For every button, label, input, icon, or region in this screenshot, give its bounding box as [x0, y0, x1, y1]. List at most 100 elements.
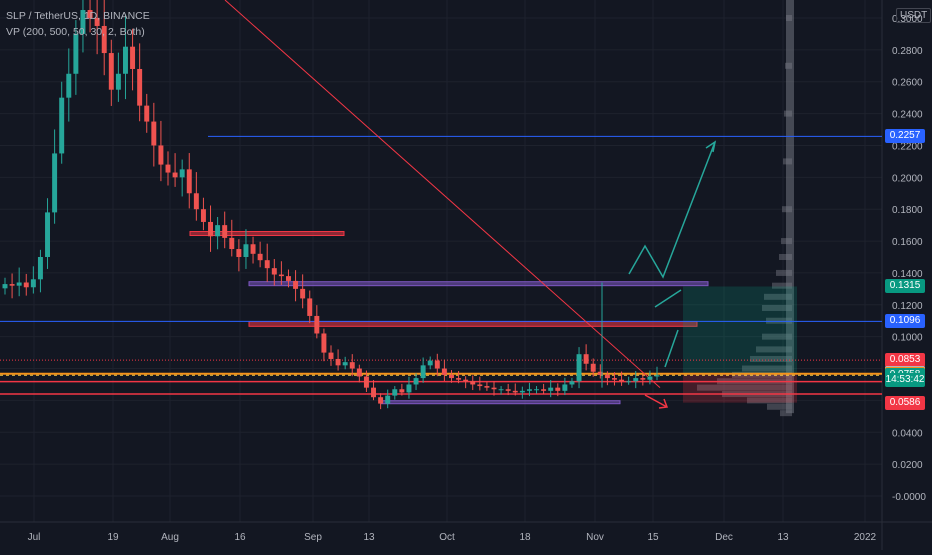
candle-body — [604, 374, 610, 379]
candle-body — [619, 379, 625, 382]
volume-profile-bar — [762, 304, 792, 311]
candle-body — [363, 376, 369, 388]
symbol-title: SLP / TetherUS, 1D, BINANCE — [6, 10, 150, 22]
candle-body — [250, 244, 256, 254]
candle-body — [101, 25, 107, 54]
x-tick-label: 16 — [234, 532, 246, 543]
y-tick-label: 0.1600 — [892, 237, 923, 248]
x-tick-label: 18 — [519, 532, 531, 543]
candle-body — [526, 389, 532, 391]
candle-body — [200, 209, 206, 222]
x-tick-label: 2022 — [854, 532, 877, 543]
candle-body — [597, 371, 603, 375]
candle-body — [179, 169, 185, 178]
candle-body — [654, 375, 660, 377]
y-tick-label: 0.1400 — [892, 269, 923, 280]
candle-body — [87, 10, 93, 18]
projection-arrow-up-minor[interactable] — [664, 329, 679, 368]
support-resistance-zone[interactable] — [380, 400, 621, 405]
x-tick-label: 13 — [363, 532, 375, 543]
x-tick-label: Dec — [715, 532, 733, 543]
y-tick-label: -0.0000 — [892, 492, 926, 503]
candle-body — [23, 282, 29, 288]
candle-body — [505, 389, 511, 391]
candle-body — [278, 274, 284, 277]
candle-body — [555, 387, 561, 391]
candle-body — [406, 384, 412, 393]
candle-body — [137, 68, 143, 106]
candle-body — [562, 384, 568, 391]
support-resistance-zone[interactable] — [248, 281, 709, 287]
candle-body — [477, 384, 483, 387]
chart-legend: SLP / TetherUS, 1D, BINANCE VP (200, 500… — [6, 8, 150, 40]
candle-body — [576, 354, 582, 382]
projection-arrow-up-major[interactable] — [628, 141, 716, 279]
candle-body — [434, 360, 440, 369]
y-tick-label: 0.3000 — [892, 14, 923, 25]
candle-body — [371, 387, 377, 398]
candle-body — [2, 284, 8, 289]
candle-body — [378, 397, 384, 404]
price-badge: 0.1315 — [885, 279, 925, 294]
candle-body — [37, 257, 43, 280]
x-tick-label: 15 — [647, 532, 659, 543]
candle-body — [215, 225, 221, 237]
trendline[interactable] — [224, 0, 661, 389]
volume-profile-bar — [697, 384, 792, 391]
long-position-target-zone[interactable] — [683, 286, 797, 374]
candle-body — [144, 105, 150, 122]
candle-body — [257, 253, 263, 261]
volume-profile-bar — [766, 317, 792, 324]
volume-profile-poc-column — [786, 0, 794, 414]
x-tick-label: Aug — [161, 532, 179, 543]
volume-profile-bar — [779, 254, 792, 260]
candle-body — [158, 145, 164, 165]
candle-body — [229, 237, 235, 250]
indicator-label: VP (200, 500, 50, 30, 2, Both) — [6, 26, 145, 38]
candle-body — [448, 374, 454, 379]
support-resistance-zone[interactable] — [189, 231, 345, 236]
projection-arrow-down[interactable] — [644, 394, 668, 408]
candle-body — [172, 172, 178, 178]
price-badge: 0.0853 — [885, 353, 925, 368]
x-tick-label: Nov — [586, 532, 604, 543]
candle-body — [519, 390, 525, 393]
volume-profile-bar — [742, 365, 792, 372]
candle-body — [640, 378, 646, 380]
arrow-head — [705, 140, 717, 153]
volume-profile-bar — [747, 397, 792, 404]
y-tick-label: 0.2200 — [892, 141, 923, 152]
candle-body — [264, 260, 270, 269]
volume-profile-bar — [776, 269, 792, 276]
candle-body — [94, 18, 100, 26]
long-position-stop-zone[interactable] — [683, 373, 797, 403]
x-tick-label: Sep — [304, 532, 322, 543]
y-tick-label: 0.1000 — [892, 333, 923, 344]
volume-profile-bar — [762, 333, 792, 340]
candle-body — [193, 193, 199, 210]
candle-body — [491, 387, 497, 390]
x-tick-label: Oct — [439, 532, 455, 543]
candle-body — [484, 386, 490, 388]
volume-profile-bar — [767, 403, 792, 410]
candle-body — [427, 360, 433, 366]
candle-body — [321, 333, 327, 353]
currency-unit-label[interactable]: USDT — [896, 8, 932, 23]
candle-body — [534, 389, 540, 391]
y-tick-label: 0.2800 — [892, 46, 923, 57]
y-tick-label: 0.2600 — [892, 78, 923, 89]
volume-profile-bar — [764, 293, 792, 300]
candle-body — [165, 164, 171, 173]
projection-arrow-up-minor[interactable] — [654, 289, 682, 308]
y-tick-label: 0.0400 — [892, 428, 923, 439]
candle-body — [456, 378, 462, 380]
candle-body — [52, 153, 58, 213]
candle-body — [548, 387, 554, 391]
candle-body — [541, 389, 547, 391]
candle-body — [349, 362, 355, 369]
candle-body — [328, 352, 334, 359]
candle-body — [80, 10, 86, 34]
y-tick-label: 0.0200 — [892, 460, 923, 471]
